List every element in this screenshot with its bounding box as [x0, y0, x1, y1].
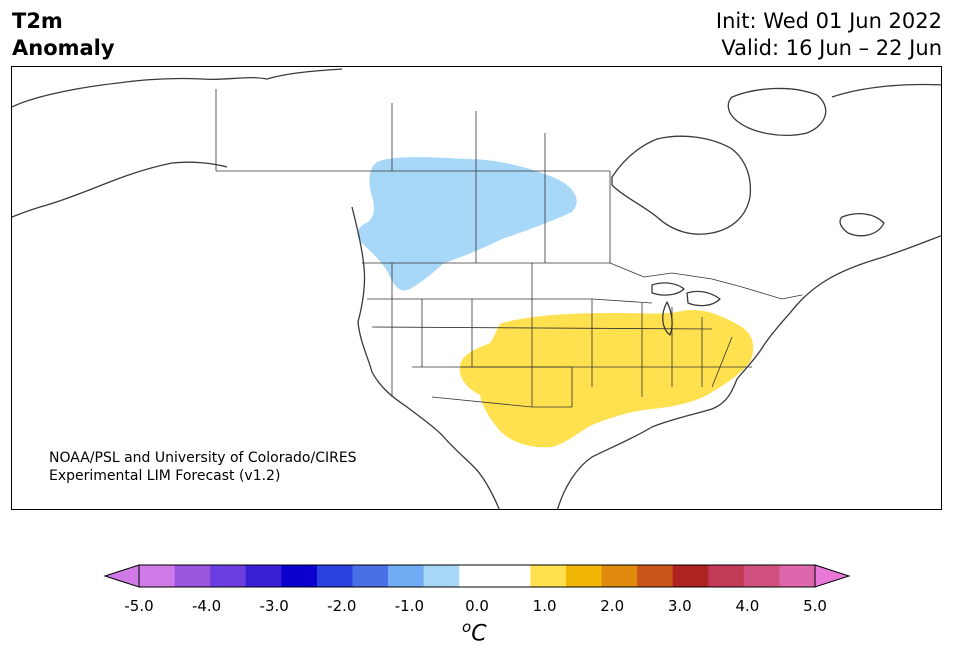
colorbar-segment — [388, 565, 425, 587]
map-panel — [11, 66, 942, 510]
cold-anomaly-area — [357, 157, 577, 291]
colorbar-segment — [565, 565, 603, 587]
colorbar-outline — [138, 564, 816, 588]
colorbar-segment — [352, 565, 389, 587]
colorbar-segment — [139, 565, 176, 587]
colorbar-tick-label: 3.0 — [667, 597, 692, 615]
colorbar-segment — [743, 565, 780, 587]
political-borders — [215, 89, 803, 408]
colorbar-segment — [423, 565, 460, 587]
forecast-dates: Init: Wed 01 Jun 2022 Valid: 16 Jun – 22… — [716, 8, 942, 62]
colorbar-segment — [210, 565, 247, 587]
colorbar-tick-label: 2.0 — [600, 597, 625, 615]
colorbar-tick-label: 5.0 — [803, 597, 827, 615]
colorbar-over-arrow — [814, 564, 851, 588]
colorbar-tick-label: -4.0 — [191, 597, 222, 615]
colorbar-segment — [494, 565, 531, 587]
colorbar-tick-label: -3.0 — [259, 597, 289, 615]
colorbar-unit: oC — [462, 618, 487, 647]
variable-label: T2m — [12, 9, 63, 33]
colorbar-ticks: -5.0 -4.0 -3.0 -2.0 -1.0 0.0 1.0 2.0 3.0 4.0 5.0 — [0, 597, 953, 617]
colorbar-tick-label: 1.0 — [532, 597, 557, 615]
colorbar-segments — [139, 565, 816, 587]
colorbar-tick-label: -2.0 — [327, 597, 357, 615]
colorbar-segment — [459, 565, 496, 587]
anomaly-label: Anomaly — [12, 36, 115, 60]
coastlines — [12, 68, 941, 509]
colorbar-segment — [601, 565, 638, 587]
colorbar — [103, 564, 851, 588]
credit-text: NOAA/PSL and University of Colorado/CIRE… — [49, 449, 357, 485]
colorbar-tick-label: 0.0 — [465, 597, 489, 615]
colorbar-segment — [708, 565, 745, 587]
colorbar-segment — [174, 565, 211, 587]
colorbar-tick-label: -1.0 — [394, 597, 425, 615]
colorbar-segment — [316, 565, 353, 587]
colorbar-segment — [530, 565, 567, 587]
credit-line-1: NOAA/PSL and University of Colorado/CIRE… — [49, 450, 357, 466]
colorbar-segment — [281, 565, 318, 587]
valid-range: Valid: 16 Jun – 22 Jun — [721, 36, 942, 60]
colorbar-segment — [637, 565, 674, 587]
map-canvas — [12, 68, 941, 509]
init-date: Init: Wed 01 Jun 2022 — [715, 9, 942, 33]
credit-line-2: Experimental LIM Forecast (v1.2) — [49, 468, 281, 484]
colorbar-segment — [245, 565, 282, 587]
map-title: T2m Anomaly — [12, 8, 115, 62]
colorbar-under-arrow — [103, 564, 140, 588]
warm-anomaly-area — [459, 309, 754, 448]
colorbar-segment — [779, 565, 816, 587]
colorbar-tick-label: 4.0 — [735, 597, 760, 615]
colorbar-tick-label: -5.0 — [124, 597, 154, 615]
colorbar-segment — [672, 565, 709, 587]
